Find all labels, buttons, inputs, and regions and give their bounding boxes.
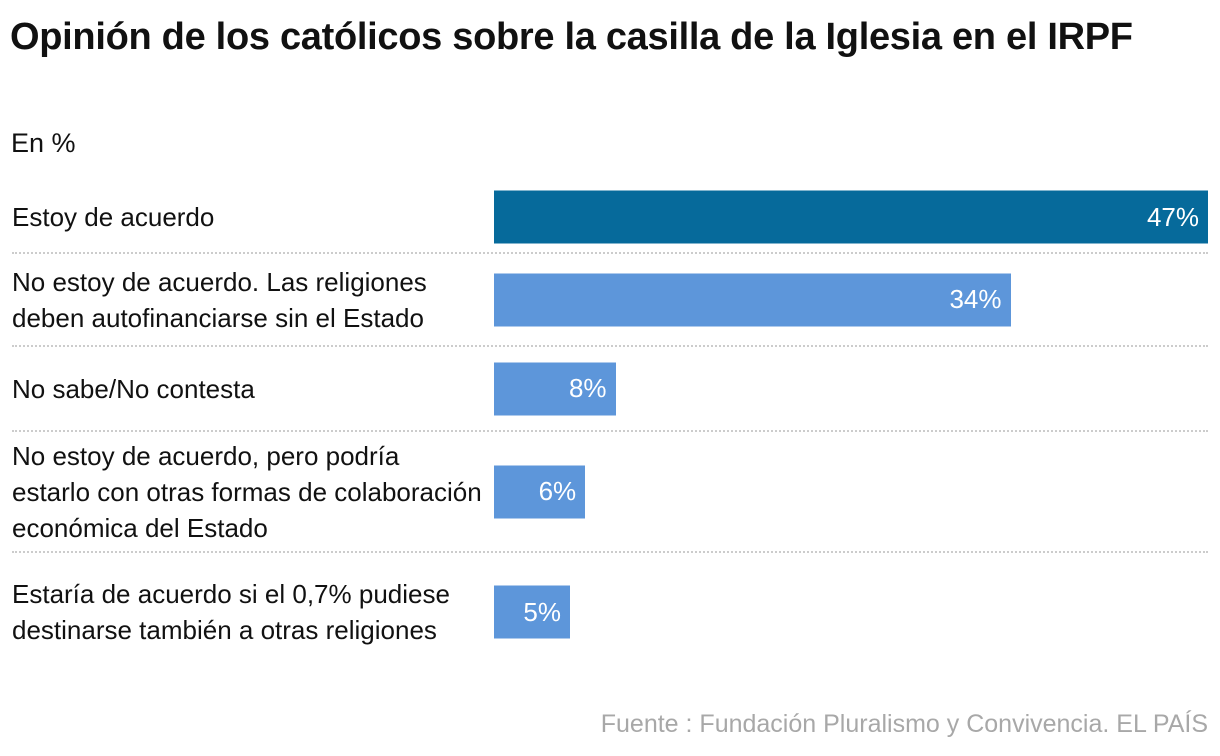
bar: 8% <box>494 362 616 415</box>
category-label: Estoy de acuerdo <box>12 202 215 232</box>
category-label: No estoy de acuerdo, pero podría estarlo… <box>12 440 482 543</box>
bar: 47% <box>494 190 1208 244</box>
data-label: 6% <box>538 476 577 506</box>
bar-chart: Estoy de acuerdo 47% No estoy de acuerdo. … <box>12 182 1208 671</box>
data-label: 34% <box>949 284 1002 314</box>
source-note: Fuente : Fundación Pluralismo y Conviven… <box>600 710 1208 738</box>
bar-row: No estoy de acuerdo, pero podría estarlo… <box>12 432 1208 553</box>
bar: 34% <box>494 273 1011 326</box>
data-label: 8% <box>568 373 607 403</box>
category-label: No estoy de acuerdo. Las religiones debe… <box>12 266 427 333</box>
bar: 6% <box>494 465 586 518</box>
chart-title: Opinión de los católicos sobre la casill… <box>10 16 1133 58</box>
data-label: 5% <box>523 596 561 627</box>
bar: 5% <box>494 585 570 639</box>
data-label: 47% <box>1146 201 1199 232</box>
bar-row: Estoy de acuerdo 47% <box>12 182 1208 254</box>
bar-row: No estoy de acuerdo. Las religiones debe… <box>12 254 1208 347</box>
category-label: Estaría de acuerdo si el 0,7% pudiese de… <box>12 579 450 645</box>
chart-subtitle: En % <box>11 128 76 158</box>
bar-row: No sabe/No contesta 8% <box>12 347 1208 432</box>
bar-row: Estaría de acuerdo si el 0,7% pudiese de… <box>12 553 1208 671</box>
category-label: No sabe/No contesta <box>12 373 255 404</box>
